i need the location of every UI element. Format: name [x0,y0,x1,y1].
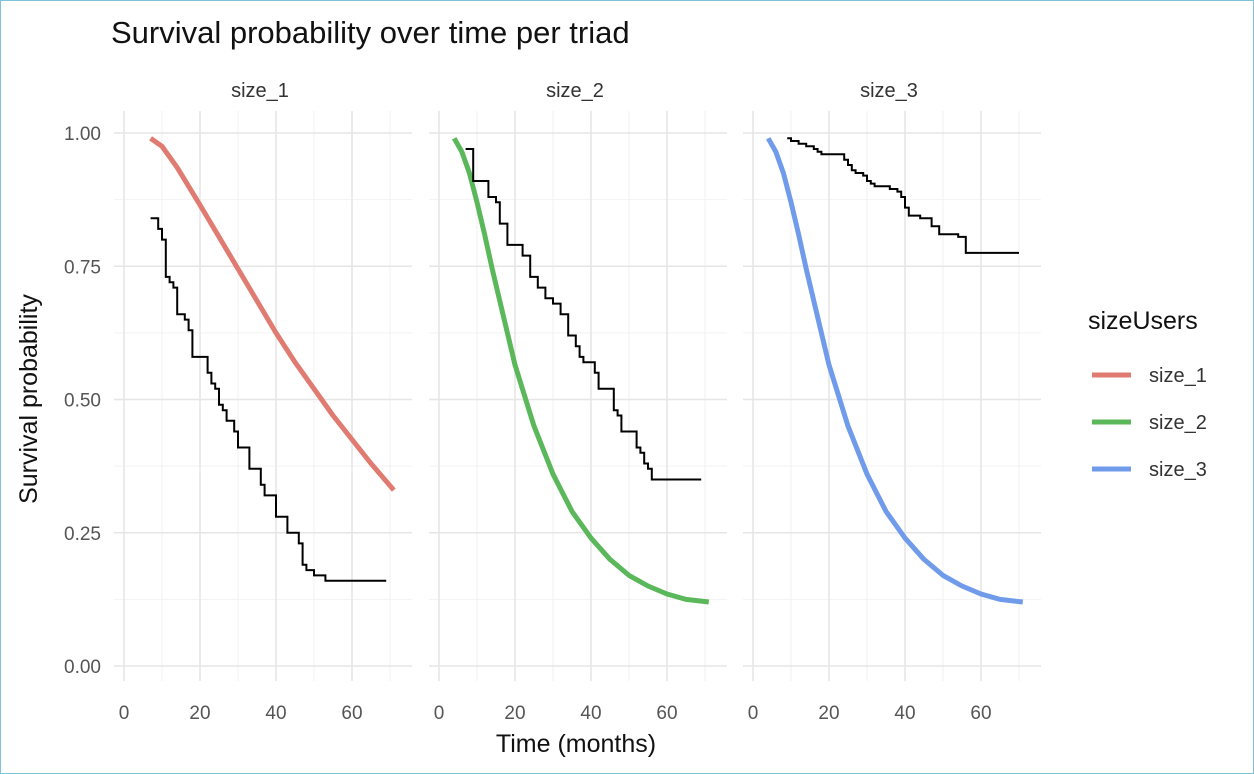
km-curve-size_1 [150,217,387,582]
km-curve-size_3 [787,137,1019,254]
x-tick-label: 60 [656,703,677,724]
x-axis-title: Time (months) [496,730,656,758]
y-tick-label: 0.75 [64,257,101,278]
km-curve-size_2 [465,148,702,481]
chart-title: Survival probability over time per triad [111,15,630,50]
legend-label-size_1: size_1 [1149,365,1207,387]
x-tick-label: 20 [818,703,839,724]
x-tick-label: 40 [580,703,601,724]
facet-panel-size_3: size_3 0 20 40 60 [743,80,1041,724]
legend-label-size_2: size_2 [1149,412,1207,434]
x-tick-label: 0 [434,703,445,724]
x-tick-label: 0 [119,703,130,724]
facet-panel-size_2: size_2 0 20 40 60 [429,80,727,724]
y-axis-title: Survival probability [15,294,43,504]
x-tick-label: 40 [265,703,286,724]
x-tick-label: 20 [189,703,210,724]
legend: sizeUsers size_1 size_2 size_3 [1088,307,1207,481]
strip-label-size_1: size_1 [231,80,289,102]
fitted-curve-size_1 [149,136,396,492]
x-tick-label: 0 [748,703,759,724]
fitted-curve-size_2 [452,137,710,605]
legend-title: sizeUsers [1088,307,1198,335]
x-tick-label: 60 [341,703,362,724]
x-tick-label: 60 [970,703,991,724]
x-tick-label: 40 [894,703,915,724]
legend-item-size_3: size_3 [1092,459,1207,481]
y-tick-label: 0.50 [64,391,101,412]
strip-label-size_2: size_2 [546,80,604,102]
strip-label-size_3: size_3 [860,80,918,102]
facet-panels: size_1 0 20 40 60 size_2 0 20 40 60 size_3 0 20 40 60 0… [64,80,1041,724]
legend-label-size_3: size_3 [1149,459,1207,481]
y-tick-label: 0.00 [64,657,101,678]
x-tick-label: 20 [504,703,525,724]
fitted-curve-size_3 [766,137,1024,605]
y-tick-label: 1.00 [64,124,101,145]
facet-panel-size_1: size_1 0 20 40 60 [114,80,412,724]
legend-item-size_1: size_1 [1092,365,1207,387]
legend-item-size_2: size_2 [1092,412,1207,434]
y-tick-label: 0.25 [64,524,101,545]
